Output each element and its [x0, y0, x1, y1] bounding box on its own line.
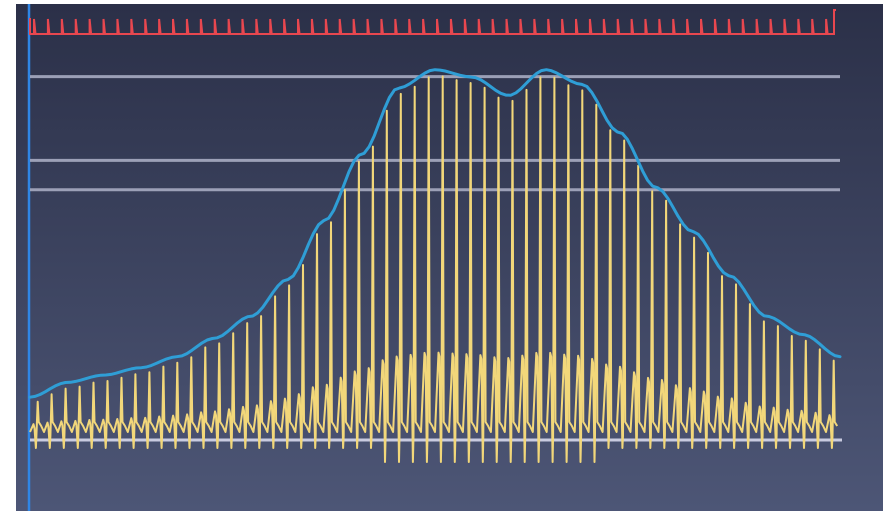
signal-trace [29, 75, 839, 463]
trigger-pulse-trace [29, 9, 836, 35]
envelope-trace [28, 68, 842, 399]
scope-display [16, 4, 883, 511]
oscilloscope-screen [16, 4, 883, 511]
reference-lines [30, 75, 840, 192]
trigger-pulse-path [29, 9, 836, 35]
